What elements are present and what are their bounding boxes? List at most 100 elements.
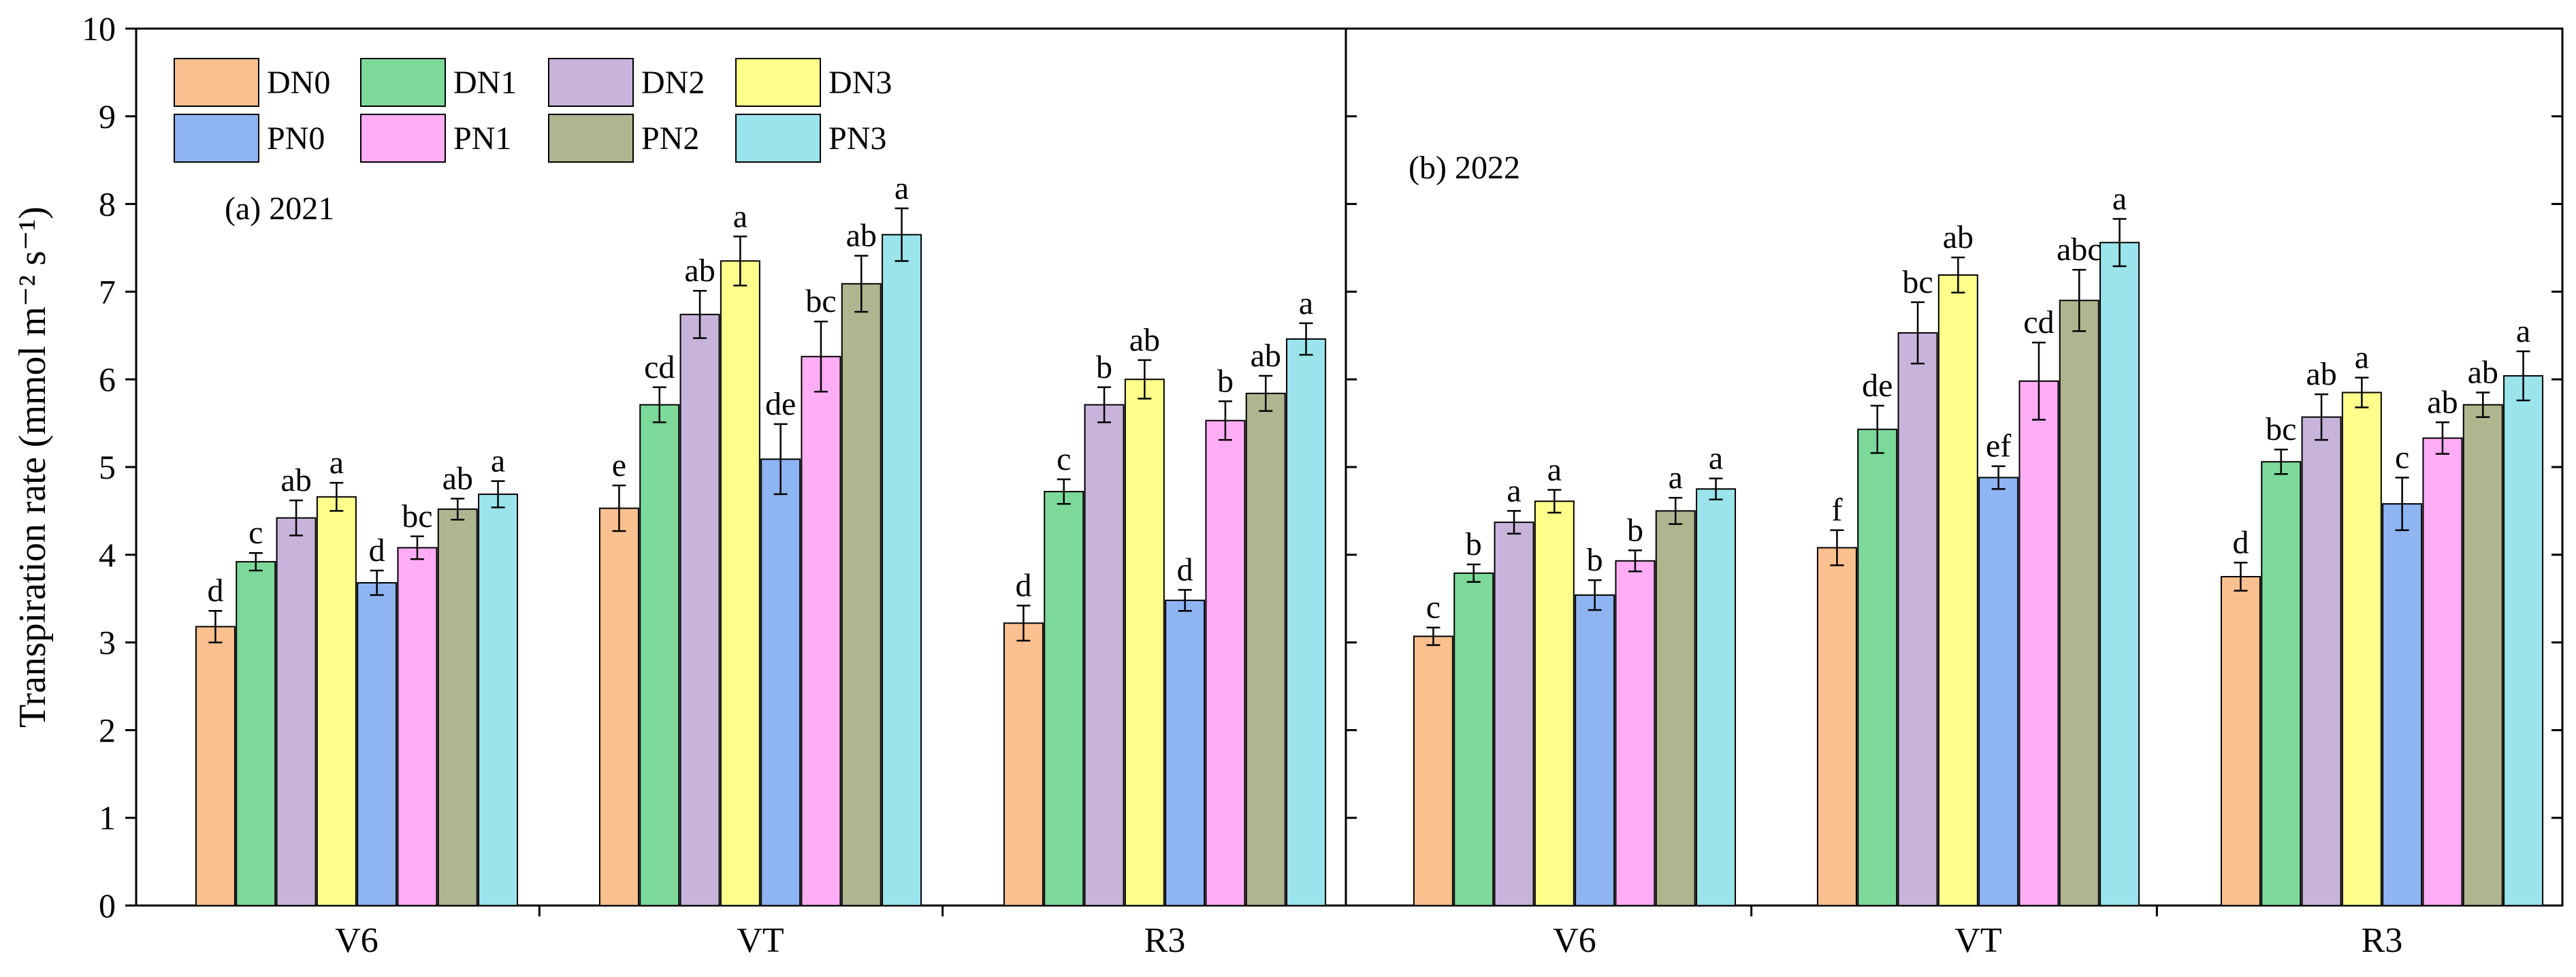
significance-letter: f xyxy=(1831,492,1842,528)
significance-letter: ab xyxy=(2306,356,2336,392)
bar-dn2 xyxy=(2301,416,2342,906)
legend-swatch-dn2 xyxy=(548,58,634,107)
bar-dn3 xyxy=(2341,391,2382,906)
panel-titles: (a) 2021 (b) 2022 xyxy=(225,150,1520,227)
significance-letter: a xyxy=(895,170,909,206)
significance-letter: cd xyxy=(644,349,675,385)
significance-letter: ab xyxy=(2468,355,2498,391)
significance-letter: a xyxy=(1547,451,1562,487)
significance-letter: a xyxy=(2516,313,2530,349)
significance-letter: b xyxy=(1466,526,1482,562)
category-label: R3 xyxy=(1144,921,1186,960)
significance-letter: d xyxy=(1015,568,1031,604)
significance-letter: ab xyxy=(1129,322,1160,358)
significance-letter: a xyxy=(1709,441,1723,477)
bar-dn1 xyxy=(236,561,276,906)
legend-swatch-pn3 xyxy=(735,114,821,163)
y-tick-label: 7 xyxy=(99,272,116,310)
significance-letter: ab xyxy=(1251,338,1281,374)
significance-letter: de xyxy=(765,386,796,422)
bar-pn0 xyxy=(1165,599,1206,906)
significance-letter: b xyxy=(1587,542,1603,578)
significance-letter: ab xyxy=(2427,384,2458,420)
bar-dn1 xyxy=(2261,461,2302,906)
significance-letter: ab xyxy=(684,253,715,289)
significance-letter: e xyxy=(612,447,626,483)
bar-pn2 xyxy=(437,508,478,906)
significance-letter: bc xyxy=(402,498,432,534)
bar-dn2 xyxy=(1494,522,1534,906)
bar-pn0 xyxy=(1978,477,2019,906)
bar-pn1 xyxy=(1615,560,1656,906)
significance-letter: c xyxy=(1057,441,1071,477)
significance-letter: a xyxy=(1507,473,1521,509)
bar-pn1 xyxy=(801,355,841,906)
y-axis-ticks: 0 1 2 3 4 5 6 7 8 9 10 xyxy=(82,10,2562,925)
significance-letter: a xyxy=(1669,460,1683,496)
bar-dn2 xyxy=(1084,404,1125,906)
category-label: VT xyxy=(737,921,784,960)
legend-swatch-dn1 xyxy=(360,58,446,107)
bar-pn3 xyxy=(1696,488,1737,906)
significance-letter: d xyxy=(2232,524,2249,560)
significance-letter: ab xyxy=(846,218,877,254)
bar-dn0 xyxy=(1816,547,1857,906)
legend-swatch-pn2 xyxy=(548,114,634,163)
bar-pn3 xyxy=(1286,338,1327,906)
significance-letter: ab xyxy=(1943,219,1974,255)
bar-pn1 xyxy=(2422,437,2463,906)
legend: DN0 DN1 DN2 DN3 PN0 PN1 PN2 PN3 xyxy=(174,58,892,163)
significance-letter: ab xyxy=(442,460,473,496)
bar-pn0 xyxy=(357,582,398,906)
bar-dn0 xyxy=(2220,576,2261,906)
category-label: R3 xyxy=(2362,921,2403,960)
bars xyxy=(195,234,2544,907)
significance-letter: a xyxy=(2112,180,2127,217)
significance-letter: c xyxy=(248,515,263,551)
bar-pn1 xyxy=(397,547,438,906)
bar-dn2 xyxy=(276,517,317,906)
significance-letter: de xyxy=(1862,368,1893,404)
significance-letter: c xyxy=(1426,590,1440,626)
significance-letter: abc xyxy=(2057,231,2102,268)
y-tick-label: 3 xyxy=(99,624,116,662)
significance-letter: cd xyxy=(2023,304,2054,340)
legend-swatch-pn0 xyxy=(174,114,259,163)
legend-label: DN3 xyxy=(828,65,892,101)
bar-dn3 xyxy=(1534,500,1575,906)
y-tick-label: 5 xyxy=(99,448,116,486)
bar-dn0 xyxy=(1413,635,1453,906)
legend-label: DN0 xyxy=(267,65,330,101)
significance-letter: a xyxy=(2355,340,2369,376)
bar-pn2 xyxy=(1655,510,1696,906)
bar-dn0 xyxy=(195,626,236,907)
significance-letter: bc xyxy=(805,283,836,319)
bar-dn2 xyxy=(1897,332,1938,907)
legend-swatch-pn1 xyxy=(360,114,446,163)
significance-letter: a xyxy=(329,445,344,481)
bar-dn0 xyxy=(1003,622,1044,906)
y-tick-label: 4 xyxy=(99,536,116,574)
bar-dn3 xyxy=(720,260,760,906)
bar-dn1 xyxy=(639,404,680,906)
significance-letter: a xyxy=(733,198,747,234)
category-label: VT xyxy=(1954,921,2001,960)
significance-letter: d xyxy=(1177,551,1193,588)
bar-pn3 xyxy=(2503,375,2544,906)
significance-letter: ab xyxy=(280,462,311,498)
panel-title: (a) 2021 xyxy=(225,191,334,227)
bar-pn1 xyxy=(2018,380,2059,906)
bar-pn2 xyxy=(1245,392,1286,906)
significance-letter: ef xyxy=(1986,428,2011,464)
category-labels: V6 VT R3 V6 VT R3 xyxy=(335,921,2402,960)
bar-pn0 xyxy=(1575,594,1615,906)
legend-label: DN2 xyxy=(641,65,705,101)
y-axis-label: Transpiration rate (mmol m⁻² s⁻¹) xyxy=(12,206,54,728)
bar-dn3 xyxy=(1937,274,1978,907)
y-tick-label: 9 xyxy=(99,97,116,135)
bar-pn3 xyxy=(2099,242,2140,907)
error-bars xyxy=(208,207,2530,646)
bar-pn2 xyxy=(841,283,882,907)
bar-pn0 xyxy=(760,458,801,906)
